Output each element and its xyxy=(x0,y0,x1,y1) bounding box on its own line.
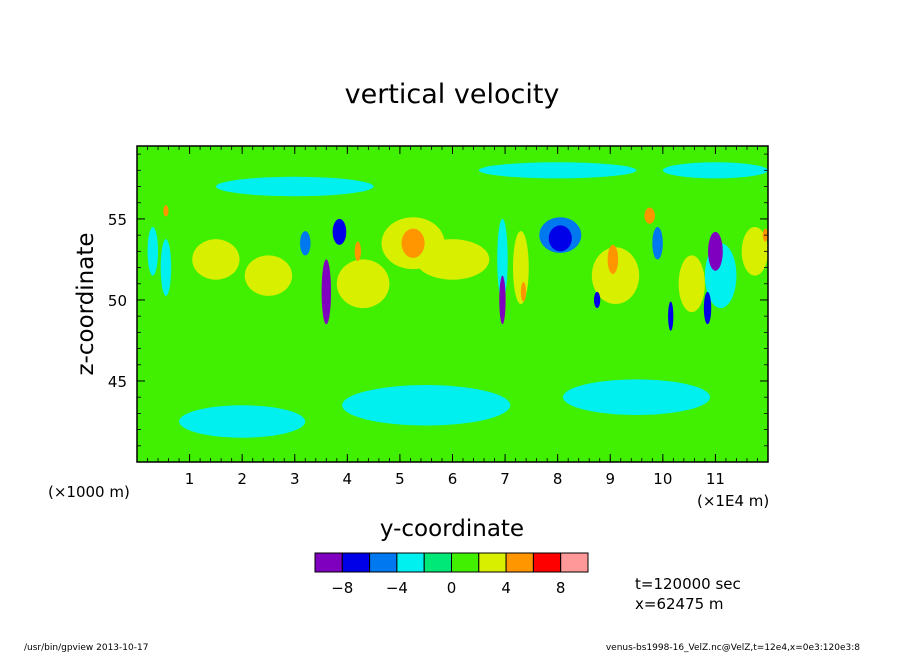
contour-cell xyxy=(332,218,347,245)
x-tick-label: 3 xyxy=(290,470,300,488)
colorbar-swatch xyxy=(451,552,480,573)
y-tick-label: 50 xyxy=(108,292,127,310)
x-position-label: x=62475 m xyxy=(635,595,724,613)
contour-cell xyxy=(652,227,663,260)
colorbar-label: −8 xyxy=(331,579,353,597)
contour-cell xyxy=(147,227,159,276)
x-tick-label: 6 xyxy=(448,470,458,488)
contour-cell xyxy=(662,162,768,179)
contour-field xyxy=(137,146,768,462)
colorbar-swatch xyxy=(341,552,371,573)
footer-right: venus-bs1998-16_VelZ.nc@VelZ,t=12e4,x=0e… xyxy=(606,643,860,653)
contour-cell xyxy=(415,239,490,280)
x-axis: 1 2 3 4 5 6 7 8 9 10 11 xyxy=(136,146,769,488)
contour-cell xyxy=(321,259,332,325)
colorbar-swatch xyxy=(532,552,562,573)
y-scale-note: (×1000 m) xyxy=(48,483,130,501)
contour-cell xyxy=(215,176,374,197)
colorbar-label: 4 xyxy=(501,579,511,597)
contour-cell xyxy=(499,275,506,325)
x-scale-note: (×1E4 m) xyxy=(697,492,769,510)
colorbar-swatch xyxy=(314,552,343,573)
x-tick-label: 7 xyxy=(500,470,510,488)
contour-cell xyxy=(401,228,425,258)
contour-cell xyxy=(179,405,306,438)
colorbar-label: 0 xyxy=(447,579,457,597)
contour-cell xyxy=(478,162,637,179)
contour-cell xyxy=(354,241,362,262)
contour-cell xyxy=(607,244,619,275)
colorbar-swatch xyxy=(478,552,507,573)
contour-cell xyxy=(342,385,511,426)
contour-cell xyxy=(300,231,311,256)
colorbar-label: 8 xyxy=(556,579,566,597)
footer-left: /usr/bin/gpview 2013-10-17 xyxy=(24,643,148,653)
colorbar-swatch xyxy=(396,552,425,573)
y-axis: 45 50 55 xyxy=(108,153,768,447)
contour-cell xyxy=(591,247,640,304)
x-tick-label: 8 xyxy=(553,470,563,488)
y-tick-label: 45 xyxy=(108,373,127,391)
contour-cell xyxy=(163,205,169,217)
contour-cell xyxy=(244,255,293,296)
colorbar-swatch xyxy=(560,552,589,573)
time-label: t=120000 sec xyxy=(635,575,741,593)
contour-cell xyxy=(668,301,674,331)
chart-title: vertical velocity xyxy=(345,79,560,110)
x-tick-label: 4 xyxy=(343,470,353,488)
x-tick-label: 5 xyxy=(395,470,405,488)
colorbar-swatch xyxy=(423,552,453,573)
colorbar-swatch xyxy=(505,552,534,573)
x-tick-label: 11 xyxy=(706,470,725,488)
x-axis-label: y-coordinate xyxy=(380,516,524,542)
contour-cell xyxy=(562,379,711,416)
x-tick-label: 9 xyxy=(605,470,615,488)
contour-cell xyxy=(644,207,655,224)
contour-cell xyxy=(336,259,390,309)
contour-cell xyxy=(678,255,705,313)
y-tick-label: 55 xyxy=(108,211,127,229)
x-tick-label: 2 xyxy=(237,470,247,488)
contour-cell xyxy=(497,218,508,300)
contour-cell xyxy=(703,291,712,325)
contour-cell xyxy=(520,282,527,302)
contour-cell xyxy=(708,231,723,271)
x-tick-label: 1 xyxy=(185,470,195,488)
y-axis-label: z-coordinate xyxy=(73,232,99,375)
contour-cell xyxy=(548,225,572,252)
contour-cell xyxy=(192,239,240,280)
contour-cell xyxy=(512,231,529,304)
colorbar-swatch xyxy=(369,552,398,573)
contour-cell xyxy=(160,239,172,296)
colorbar: −8 −4 0 4 8 xyxy=(314,552,589,597)
contour-cell xyxy=(593,291,601,309)
x-tick-label: 10 xyxy=(653,470,672,488)
colorbar-label: −4 xyxy=(386,579,408,597)
contour-cell xyxy=(741,227,768,276)
